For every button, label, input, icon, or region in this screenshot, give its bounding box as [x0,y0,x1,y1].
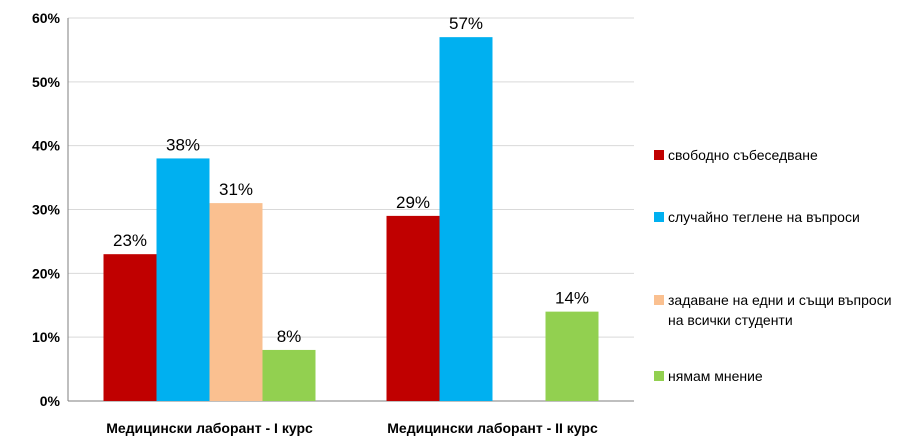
legend-swatch [654,371,664,381]
legend-swatch [654,212,664,222]
bar-случайно-теглене-на-въпроси [156,158,210,401]
x-category-label: Медицински лаборант - II курс [387,420,598,436]
legend-label: задаване на едни и същи въпроси [668,292,892,308]
bar-случайно-теглене-на-въпроси [439,37,493,402]
axes: 0% 10% 20% 30% 40% 50% 60% Медицински лаборант … [32,10,634,436]
y-tick-label: 20% [32,265,61,281]
legend-label: нямам мнение [668,368,763,384]
bars [103,37,599,402]
y-tick-label: 60% [32,10,61,26]
bar-нямам-мнение [545,311,599,401]
y-tick-label: 10% [32,329,61,345]
legend-label: на всички студенти [668,312,793,328]
bar-свободно-събеседване [386,215,440,401]
bar-свободно-събеседване [103,254,157,401]
legend-swatch [654,150,664,160]
data-labels: 23% 38% 31% 8% 29% 57% 14% [113,14,589,346]
legend-label: свободно събеседване [668,147,818,163]
legend: свободно събеседване случайно теглене на … [654,147,892,384]
legend-swatch [654,295,664,305]
legend-label: случайно теглене на въпроси [668,209,860,225]
data-label: 57% [449,14,483,33]
x-category-label: Медицински лаборант - I курс [106,420,313,436]
y-tick-label: 50% [32,74,61,90]
data-label: 8% [277,327,302,346]
data-label: 38% [166,135,200,154]
data-label: 29% [396,193,430,212]
y-tick-label: 40% [32,138,61,154]
bar-задаване-на-едни-и-същи-въпроси-на-всички-студенти [209,203,263,401]
bar-нямам-мнение [262,349,316,401]
y-tick-label: 0% [40,393,61,409]
data-label: 31% [219,180,253,199]
y-tick-label: 30% [32,202,61,218]
data-label: 23% [113,231,147,250]
data-label: 14% [555,289,589,308]
